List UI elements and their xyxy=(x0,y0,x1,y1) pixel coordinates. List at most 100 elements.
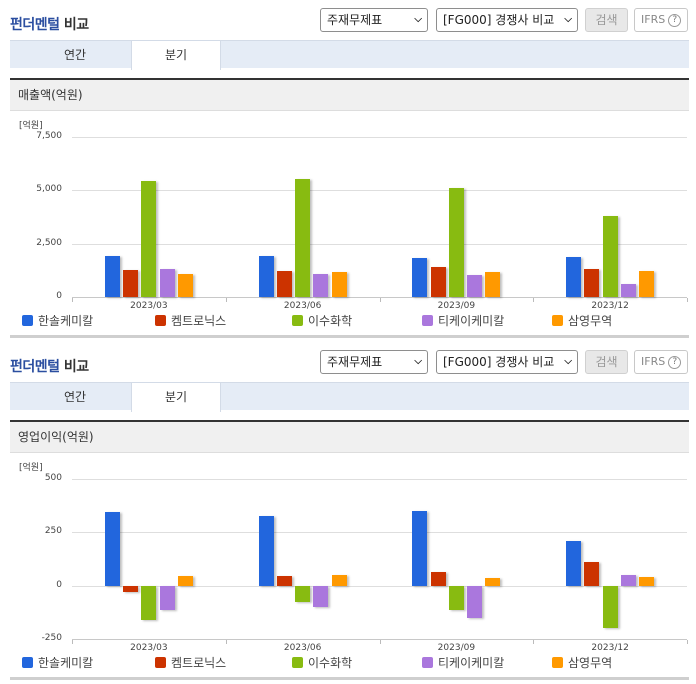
chart-bar[interactable] xyxy=(313,585,329,607)
chevron-down-icon: ⌵ xyxy=(564,14,572,25)
chart-bar[interactable] xyxy=(331,272,347,297)
chart-bar[interactable] xyxy=(620,283,636,297)
chart-bar[interactable] xyxy=(412,511,428,586)
chart-bar[interactable] xyxy=(141,585,157,620)
chart-bar[interactable] xyxy=(430,266,446,297)
chart-bar[interactable] xyxy=(104,255,120,297)
legend-label: 티케이케미칼 xyxy=(438,656,505,670)
chart-bar[interactable] xyxy=(430,572,446,586)
y-axis-tick-label: 250 xyxy=(44,526,62,537)
chart-bar[interactable] xyxy=(566,541,582,586)
x-axis-tick xyxy=(687,640,688,644)
legend-swatch-icon xyxy=(552,657,563,668)
x-axis-tick xyxy=(533,298,535,302)
legend-item[interactable]: 삼영무역 xyxy=(552,654,612,671)
legend-item[interactable]: 이수화학 xyxy=(292,312,352,329)
chart-bar[interactable] xyxy=(276,270,292,297)
chart-bar[interactable] xyxy=(602,215,618,297)
legend-item[interactable]: 켐트로닉스 xyxy=(155,654,226,671)
chart-bar[interactable] xyxy=(276,576,292,586)
chart-bar[interactable] xyxy=(159,269,175,297)
gridline xyxy=(72,243,687,245)
y-axis-tick-label: 500 xyxy=(44,473,62,483)
chart-bar[interactable] xyxy=(177,576,193,586)
legend-item[interactable]: 한솔케미칼 xyxy=(22,654,93,671)
chart-bar[interactable] xyxy=(639,577,655,586)
chart-bar[interactable] xyxy=(123,269,139,297)
legend-label: 삼영무역 xyxy=(568,314,613,328)
x-axis-tick xyxy=(379,640,381,644)
chart-bar[interactable] xyxy=(123,585,139,593)
chart-bar[interactable] xyxy=(448,585,464,611)
y-axis-tick-label: 7,500 xyxy=(36,131,62,141)
gridline xyxy=(72,585,687,587)
chevron-down-icon: ⌵ xyxy=(414,14,422,25)
peer-group-select[interactable]: [FG000] 경쟁사 비교 ⌵ xyxy=(436,350,578,374)
unit-label: [억원] xyxy=(19,121,43,131)
peer-group-select[interactable]: [FG000] 경쟁사 비교 ⌵ xyxy=(436,8,578,32)
fundamental-compare-panel-operating-profit: 펀더멘털 비교 주재무제표 ⌵ [FG000] 경쟁사 비교 ⌵ 검색 IFRS… xyxy=(0,342,696,684)
gridline xyxy=(72,532,687,534)
chart-bar[interactable] xyxy=(620,575,636,586)
chart-bar[interactable] xyxy=(313,273,329,297)
chart-bar[interactable] xyxy=(485,577,501,586)
chart-bar[interactable] xyxy=(295,179,311,297)
help-icon[interactable]: ? xyxy=(668,356,682,369)
fundamental-compare-panel-revenue: 펀더멘털 비교 주재무제표 ⌵ [FG000] 경쟁사 비교 ⌵ 검색 IFRS… xyxy=(10,8,689,338)
chart-bar[interactable] xyxy=(331,575,347,586)
operating-profit-bar-chart: [억원] 500 250 0 -250 2023/03 2023/06 2023/09 202… xyxy=(10,453,689,653)
search-button[interactable]: 검색 xyxy=(585,8,628,32)
chart-bar[interactable] xyxy=(104,511,120,586)
chart-bar[interactable] xyxy=(467,585,483,618)
legend-item[interactable]: 삼영무역 xyxy=(552,312,612,329)
chart-bar[interactable] xyxy=(639,270,655,297)
ifrs-button[interactable]: IFRS? xyxy=(634,350,688,374)
legend-swatch-icon xyxy=(22,315,33,326)
help-icon[interactable]: ? xyxy=(668,14,682,27)
legend-label: 켐트로닉스 xyxy=(171,656,227,670)
legend-item[interactable]: 이수화학 xyxy=(292,654,352,671)
chart-bar[interactable] xyxy=(602,585,618,629)
legend-item[interactable]: 켐트로닉스 xyxy=(155,312,226,329)
chart-bar[interactable] xyxy=(467,275,483,297)
ifrs-button[interactable]: IFRS? xyxy=(634,8,688,32)
y-axis-tick-label: 2,500 xyxy=(36,237,62,248)
chart-bar[interactable] xyxy=(412,257,428,297)
divider xyxy=(10,677,689,680)
statement-type-select[interactable]: 주재무제표 ⌵ xyxy=(320,350,428,374)
x-axis-line xyxy=(72,297,687,298)
x-axis-category-label: 2023/09 xyxy=(437,301,476,311)
tab-annual[interactable]: 연간 xyxy=(63,48,87,62)
chart-bar[interactable] xyxy=(584,269,600,297)
chart-bar[interactable] xyxy=(448,187,464,297)
legend-item[interactable]: 티케이케미칼 xyxy=(422,654,504,671)
statement-type-select[interactable]: 주재무제표 ⌵ xyxy=(320,8,428,32)
legend-item[interactable]: 티케이케미칼 xyxy=(422,312,504,329)
chart-legend: 한솔케미칼 켐트로닉스 이수화학 티케이케미칼 삼영무역 xyxy=(22,654,682,670)
gridline xyxy=(72,479,687,480)
period-tabs: 연간 분기 xyxy=(10,40,689,70)
tab-quarter[interactable]: 분기 xyxy=(131,382,221,412)
tab-quarter[interactable]: 분기 xyxy=(131,40,221,70)
chart-bar[interactable] xyxy=(258,255,274,297)
y-axis-tick-label: -250 xyxy=(41,633,62,643)
legend-swatch-icon xyxy=(155,657,166,668)
chart-bar[interactable] xyxy=(566,256,582,297)
section-title: 영업이익(억원) xyxy=(10,420,689,453)
chart-bar[interactable] xyxy=(295,585,311,602)
chart-bar[interactable] xyxy=(485,272,501,297)
chart-bar[interactable] xyxy=(258,516,274,586)
gridline xyxy=(72,137,687,138)
x-axis-category-label: 2023/09 xyxy=(437,643,476,653)
chart-bar[interactable] xyxy=(159,585,175,611)
chart-bar[interactable] xyxy=(177,273,193,297)
divider xyxy=(10,335,689,338)
legend-item[interactable]: 한솔케미칼 xyxy=(22,312,93,329)
tab-annual[interactable]: 연간 xyxy=(63,390,87,404)
x-axis-tick xyxy=(687,298,688,302)
unit-label: [억원] xyxy=(19,463,43,473)
legend-swatch-icon xyxy=(422,315,433,326)
chart-bar[interactable] xyxy=(584,562,600,586)
search-button[interactable]: 검색 xyxy=(585,350,628,374)
chart-bar[interactable] xyxy=(141,180,157,297)
